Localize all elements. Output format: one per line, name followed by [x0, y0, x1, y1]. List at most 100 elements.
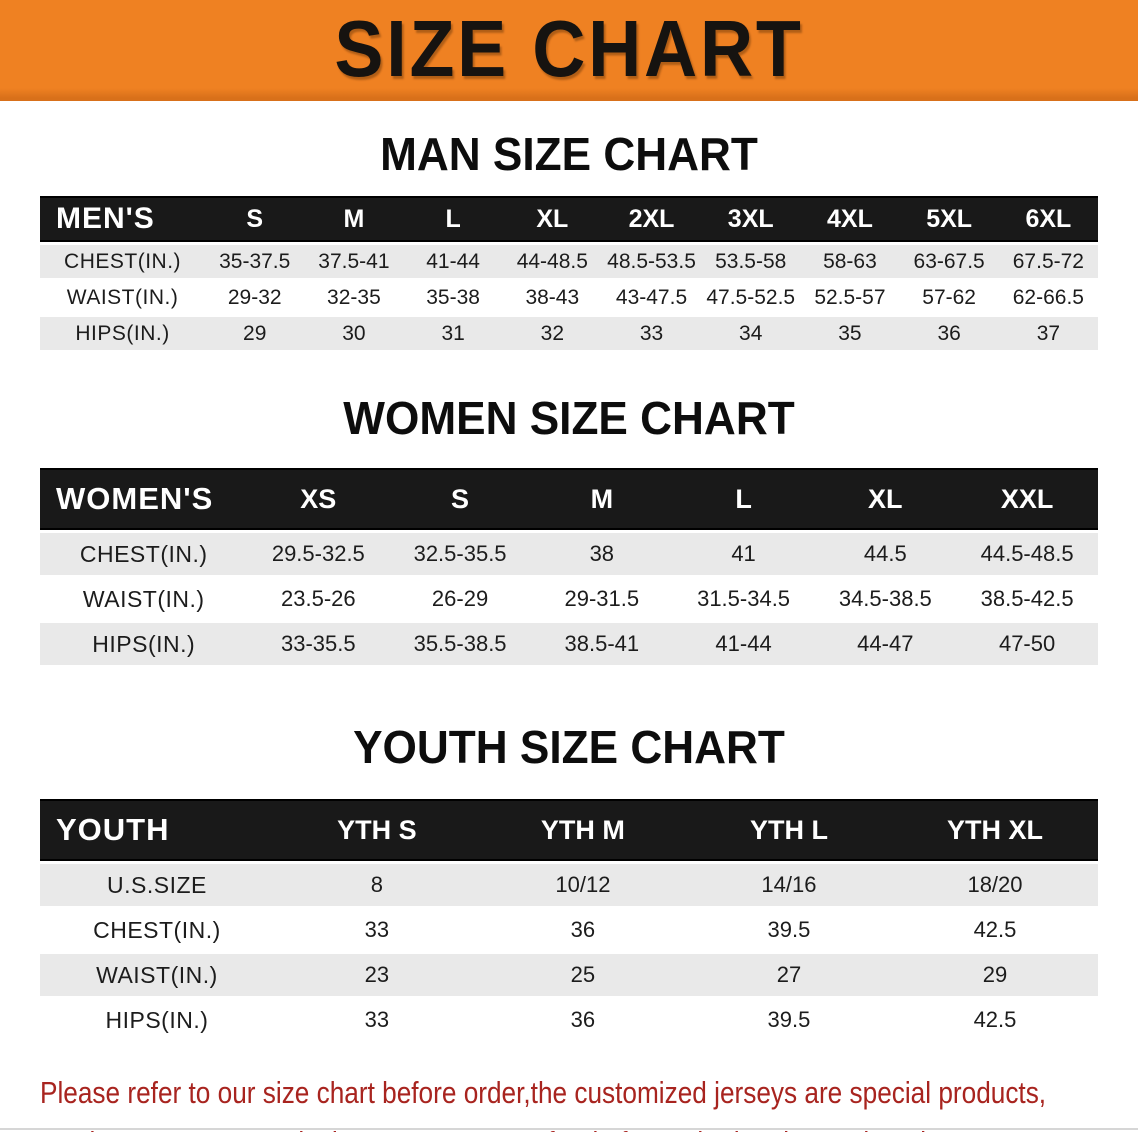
size-cell: 27 — [685, 954, 892, 996]
table-row: WAIST(IN.) 23 25 27 29 — [40, 954, 1098, 996]
size-cell: 44-47 — [814, 623, 957, 665]
size-cell: 52.5-57 — [800, 281, 900, 314]
size-cell: 41-44 — [403, 245, 503, 278]
size-cell: 29-32 — [205, 281, 305, 314]
size-column-header: L — [672, 468, 815, 530]
size-cell: 38 — [530, 533, 673, 575]
size-column-header: XS — [247, 468, 390, 530]
section-heading: MAN SIZE CHART — [380, 128, 758, 180]
size-cell: 33-35.5 — [247, 623, 390, 665]
size-cell: 34.5-38.5 — [814, 578, 957, 620]
size-cell: 26-29 — [389, 578, 531, 620]
size-column-header: 4XL — [800, 196, 900, 242]
table-row: HIPS(IN.) 33-35.5 35.5-38.5 38.5-41 41-44 44-… — [40, 623, 1098, 665]
size-cell: 29 — [891, 954, 1098, 996]
table-corner-label: MEN'S — [40, 196, 206, 242]
header-row: YOUTH YTH S YTH M YTH L YTH XL — [40, 799, 1098, 861]
section-heading: YOUTH SIZE CHART — [353, 721, 785, 773]
size-cell: 36 — [479, 909, 686, 951]
size-cell: 39.5 — [685, 999, 892, 1041]
size-column-header: YTH S — [273, 799, 480, 861]
table-row: WAIST(IN.) 29-32 32-35 35-38 38-43 43-47.5 47.… — [40, 281, 1098, 314]
row-label: WAIST(IN.) — [40, 954, 274, 996]
row-label: CHEST(IN.) — [40, 909, 274, 951]
size-cell: 47.5-52.5 — [701, 281, 801, 314]
row-label: WAIST(IN.) — [40, 578, 248, 620]
size-cell: 14/16 — [685, 864, 892, 906]
header-row: WOMEN'S XS S M L XL XXL — [40, 468, 1098, 530]
size-cell: 44.5-48.5 — [956, 533, 1098, 575]
size-cell: 41 — [672, 533, 815, 575]
size-cell: 53.5-58 — [701, 245, 801, 278]
size-cell: 30 — [304, 317, 404, 350]
size-column-header: L — [403, 196, 503, 242]
row-label: CHEST(IN.) — [40, 245, 206, 278]
size-cell: 39.5 — [685, 909, 892, 951]
size-cell: 29 — [205, 317, 305, 350]
size-cell: 58-63 — [800, 245, 900, 278]
size-column-header: 6XL — [998, 196, 1098, 242]
size-cell: 32-35 — [304, 281, 404, 314]
size-cell: 35-37.5 — [205, 245, 305, 278]
table-row: HIPS(IN.) 29 30 31 32 33 34 35 36 37 — [40, 317, 1098, 350]
size-cell: 34 — [701, 317, 801, 350]
size-cell: 33 — [601, 317, 702, 350]
size-cell: 31 — [403, 317, 503, 350]
table-row: WAIST(IN.) 23.5-26 26-29 29-31.5 31.5-34.5 34… — [40, 578, 1098, 620]
size-section: MAN SIZE CHART MEN'S S M L XL 2XL 3XL 4XL 5XL 6X… — [0, 131, 1138, 353]
size-cell: 67.5-72 — [998, 245, 1098, 278]
size-table: WOMEN'S XS S M L XL XXL CHEST(IN.) 29.5-32.5 32… — [40, 465, 1098, 668]
size-cell: 35 — [800, 317, 900, 350]
row-label: WAIST(IN.) — [40, 281, 206, 314]
size-column-header: XXL — [956, 468, 1098, 530]
size-cell: 33 — [273, 999, 480, 1041]
size-cell: 10/12 — [479, 864, 686, 906]
size-table: MEN'S S M L XL 2XL 3XL 4XL 5XL 6XL CHEST(IN.) 35-… — [40, 193, 1098, 353]
size-column-header: 3XL — [701, 196, 801, 242]
table-corner-label: WOMEN'S — [40, 468, 248, 530]
size-cell: 33 — [273, 909, 480, 951]
size-cell: 23 — [273, 954, 480, 996]
size-cell: 57-62 — [899, 281, 999, 314]
size-cell: 23.5-26 — [247, 578, 390, 620]
bottom-divider — [0, 1128, 1138, 1130]
size-cell: 35-38 — [403, 281, 503, 314]
size-cell: 38-43 — [502, 281, 602, 314]
size-section: WOMEN SIZE CHART WOMEN'S XS S M L XL XXL CHES… — [0, 395, 1138, 668]
row-label: HIPS(IN.) — [40, 623, 248, 665]
size-cell: 29.5-32.5 — [247, 533, 390, 575]
size-cell: 36 — [899, 317, 999, 350]
size-cell: 42.5 — [891, 909, 1098, 951]
size-cell: 63-67.5 — [899, 245, 999, 278]
banner-title: SIZE CHART — [334, 4, 804, 93]
size-chart-banner: SIZE CHART — [0, 0, 1138, 101]
sections-host: MAN SIZE CHART MEN'S S M L XL 2XL 3XL 4XL 5XL 6X… — [0, 131, 1138, 1044]
table-row: HIPS(IN.) 33 36 39.5 42.5 — [40, 999, 1098, 1041]
size-cell: 38.5-42.5 — [956, 578, 1098, 620]
size-cell: 48.5-53.5 — [601, 245, 702, 278]
size-cell: 42.5 — [891, 999, 1098, 1041]
size-cell: 37.5-41 — [304, 245, 404, 278]
table-body: CHEST(IN.) 35-37.5 37.5-41 41-44 44-48.5 48.5… — [40, 245, 1098, 350]
size-cell: 32.5-35.5 — [389, 533, 531, 575]
size-cell: 44.5 — [814, 533, 957, 575]
size-cell: 62-66.5 — [998, 281, 1098, 314]
row-label: HIPS(IN.) — [40, 317, 206, 350]
size-column-header: XL — [814, 468, 957, 530]
size-column-header: S — [205, 196, 305, 242]
size-cell: 8 — [273, 864, 480, 906]
size-column-header: S — [389, 468, 531, 530]
size-column-header: 5XL — [899, 196, 999, 242]
size-cell: 25 — [479, 954, 686, 996]
size-cell: 43-47.5 — [601, 281, 702, 314]
table-row: CHEST(IN.) 29.5-32.5 32.5-35.5 38 41 44.5 44.5… — [40, 533, 1098, 575]
size-cell: 37 — [998, 317, 1098, 350]
table-row: CHEST(IN.) 33 36 39.5 42.5 — [40, 909, 1098, 951]
size-section: YOUTH SIZE CHART YOUTH YTH S YTH M YTH L YT… — [0, 724, 1138, 1044]
size-cell: 44-48.5 — [502, 245, 602, 278]
table-corner-label: YOUTH — [40, 799, 274, 861]
size-cell: 36 — [479, 999, 686, 1041]
row-label: HIPS(IN.) — [40, 999, 274, 1041]
size-column-header: M — [530, 468, 673, 530]
size-cell: 38.5-41 — [530, 623, 673, 665]
